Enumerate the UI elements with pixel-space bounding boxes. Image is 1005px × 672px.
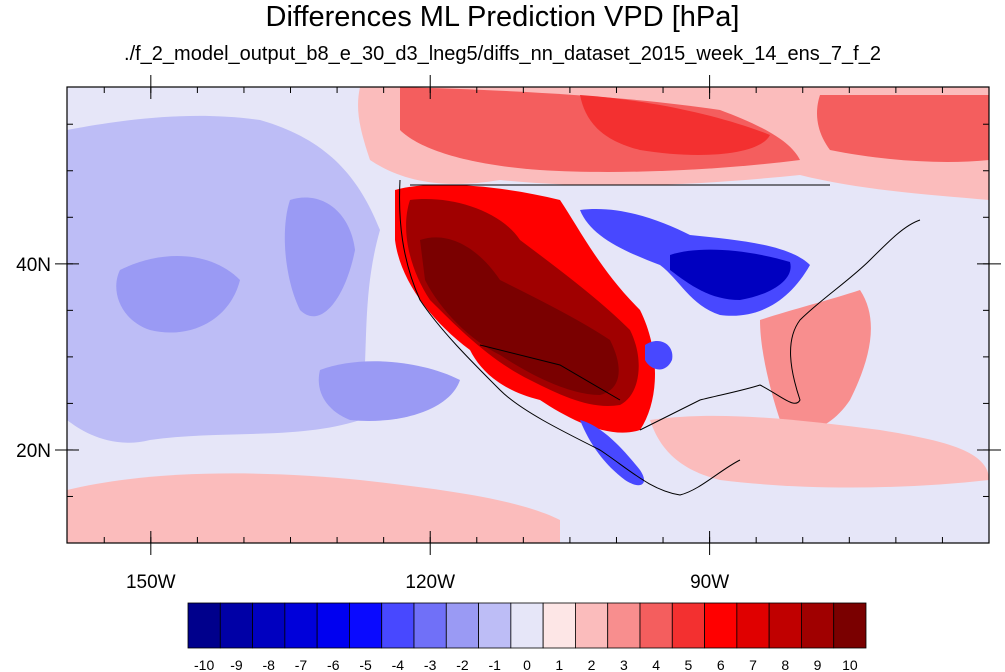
east-coast-red xyxy=(760,290,871,431)
plot-frame xyxy=(66,86,990,544)
colorbar-swatch xyxy=(252,602,286,649)
colorbar-tick-label: -5 xyxy=(359,657,372,672)
colorbar-swatch xyxy=(284,602,318,649)
map-title: Differences ML Prediction VPD [hPa] xyxy=(265,1,740,33)
caribbean-pink xyxy=(650,415,989,488)
colorbar-swatch xyxy=(704,602,738,649)
lon-tick-label: 120W xyxy=(405,572,455,593)
colorbar-tick-label: -6 xyxy=(327,657,340,672)
colorbar-swatch xyxy=(671,602,705,649)
colorbar-swatch xyxy=(639,602,673,649)
colorbar-swatch xyxy=(575,602,609,649)
axis-ticks xyxy=(55,75,1001,555)
us-mexico-border xyxy=(479,344,621,401)
canada-red xyxy=(817,95,989,162)
colorbar-swatch xyxy=(349,602,383,649)
colorbar-tick-label: 4 xyxy=(652,657,660,672)
colorbar-tick-label: -3 xyxy=(424,657,437,672)
colorbar-swatch xyxy=(478,602,512,649)
lat-tick-label: 20N xyxy=(16,441,51,462)
colorbar-tick-label: 9 xyxy=(814,657,822,672)
colorbar-tick-label: -2 xyxy=(456,657,469,672)
southwest-darkest xyxy=(420,237,619,395)
pacific-blue-2 xyxy=(116,256,240,333)
colorbar-tick-label: 7 xyxy=(749,657,757,672)
colorbar-swatch xyxy=(510,602,544,649)
lon-tick-label: 90W xyxy=(690,572,729,593)
colorbar-tick-label: 10 xyxy=(842,657,858,672)
pacific-blue-2 xyxy=(284,197,355,317)
colorbar-tick-label: -8 xyxy=(262,657,275,672)
map-subtitle: ./f_2_model_output_b8_e_30_d3_lneg5/diff… xyxy=(124,43,881,65)
colorbar-tick-label: 2 xyxy=(588,657,596,672)
colorbar-swatch xyxy=(187,602,221,649)
colorbar-tick-label: -10 xyxy=(194,657,214,672)
colorbar-swatch xyxy=(833,602,867,649)
colorbar-swatch xyxy=(607,602,641,649)
colorbar xyxy=(187,602,867,649)
colorbar-tick-label: -4 xyxy=(392,657,405,672)
axis-tick-labels: 40N 20N 150W 120W 90W xyxy=(16,255,729,593)
colorbar-swatch xyxy=(381,602,415,649)
north-america-coastline xyxy=(399,179,921,496)
mexico-blue xyxy=(580,420,645,486)
colorbar-swatch xyxy=(736,602,770,649)
field-layer xyxy=(67,87,989,543)
colorbar-tick-label: -9 xyxy=(230,657,243,672)
colorbar-swatch xyxy=(768,602,802,649)
colorbar-tick-label: 0 xyxy=(523,657,531,672)
mexico-blue xyxy=(645,340,673,370)
colorbar-swatch xyxy=(542,602,576,649)
lat-tick-label: 40N xyxy=(16,255,51,276)
colorbar-tick-label: 6 xyxy=(717,657,725,672)
colorbar-tick-label: 3 xyxy=(620,657,628,672)
canada-red-strong xyxy=(580,95,770,155)
tropical-pacific-pink xyxy=(67,473,560,543)
colorbar-tick-label: -1 xyxy=(488,657,501,672)
pacific-blue-2 xyxy=(318,361,460,421)
lon-tick-label: 150W xyxy=(126,572,176,593)
colorbar-labels: -10 -9 -8 -7 -6 -5 -4 -3 -2 -1 0 1 2 3 4 5 6 7 8 9 10 xyxy=(194,657,858,672)
colorbar-swatch xyxy=(413,602,447,649)
colorbar-tick-label: -7 xyxy=(295,657,308,672)
colorbar-tick-label: 1 xyxy=(555,657,563,672)
colorbar-swatch xyxy=(219,602,253,649)
colorbar-tick-label: 5 xyxy=(685,657,693,672)
colorbar-tick-label: 8 xyxy=(781,657,789,672)
ohio-valley-dark-blue xyxy=(670,249,791,300)
colorbar-swatch xyxy=(445,602,479,649)
colorbar-swatch xyxy=(316,602,350,649)
coastline-layer xyxy=(399,179,921,496)
colorbar-swatch xyxy=(801,602,835,649)
